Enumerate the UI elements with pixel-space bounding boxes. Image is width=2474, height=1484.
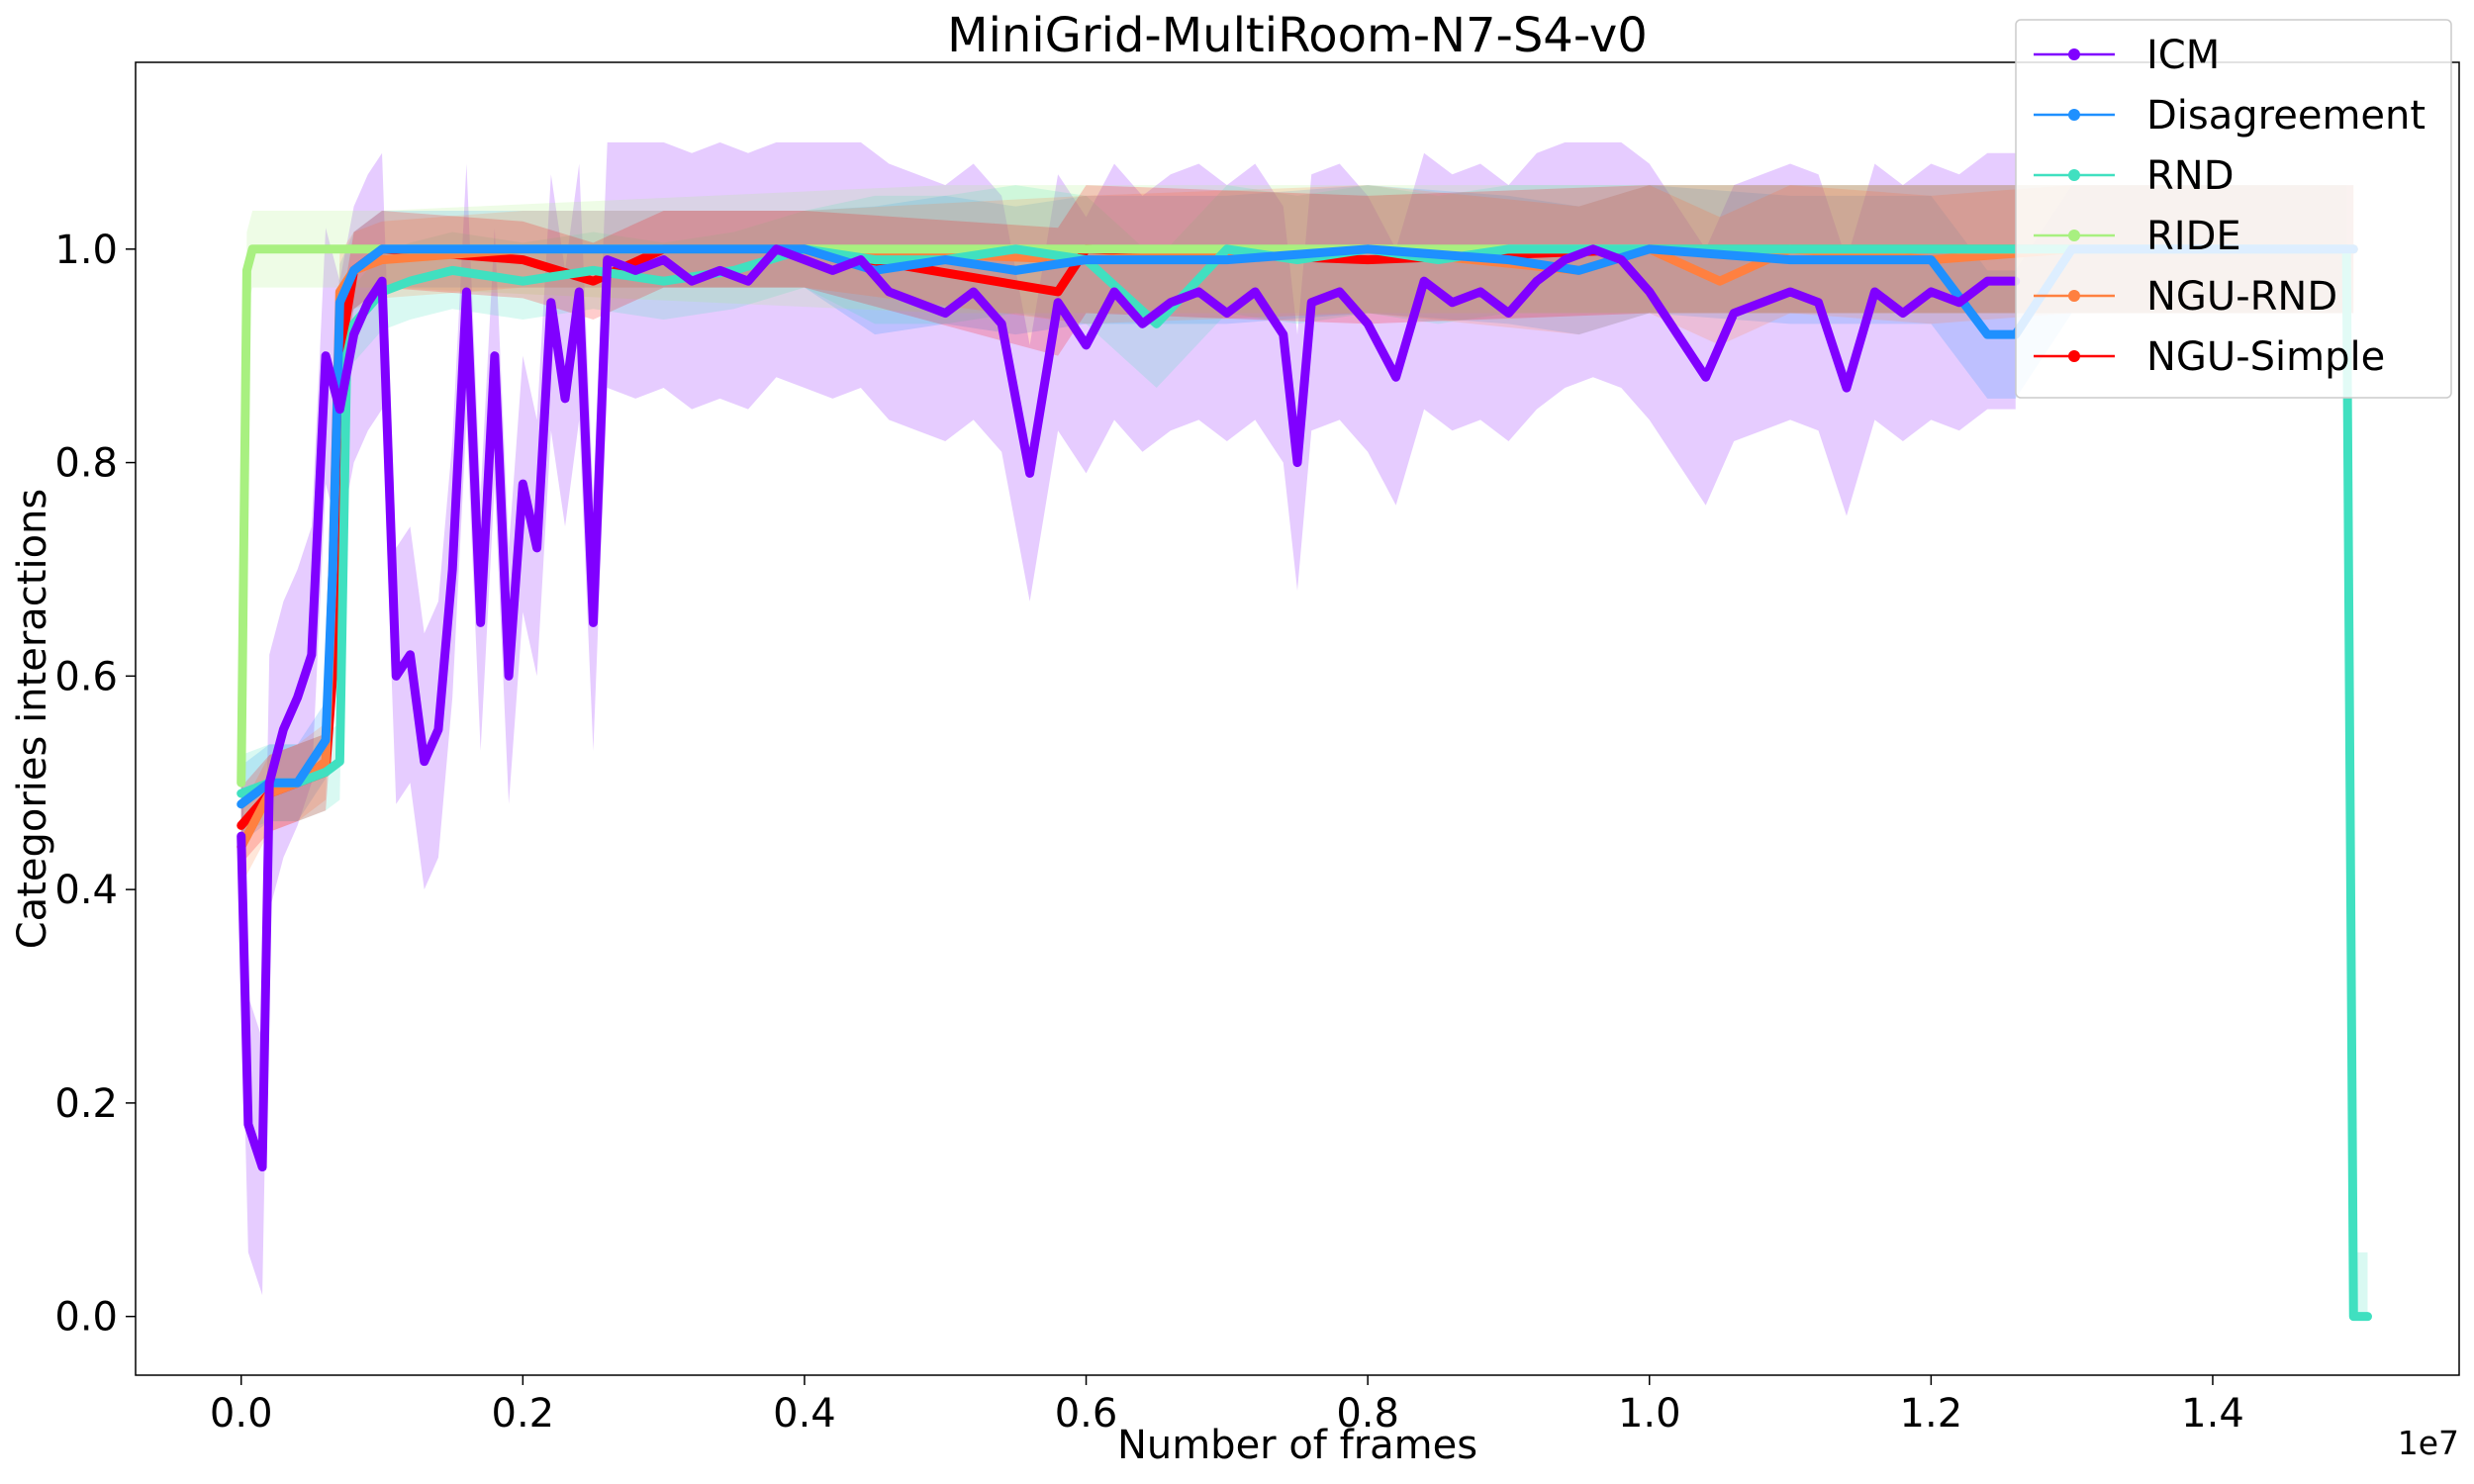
x-tick-label: 1.0 bbox=[1618, 1391, 1681, 1437]
x-axis-ticks: 0.0 0.2 0.4 0.6 0.8 1.0 1.2 1.4 bbox=[210, 1375, 2244, 1437]
x-tick-label: 1.4 bbox=[2181, 1391, 2244, 1437]
legend-swatch-marker bbox=[2068, 230, 2080, 241]
x-axis-offset: 1e7 bbox=[2398, 1424, 2459, 1462]
legend: ICM Disagreement RND RIDE NGU-RND NGU-Simple bbox=[2015, 19, 2452, 399]
y-tick-label: 0.2 bbox=[54, 1081, 118, 1127]
y-tick-label: 0.4 bbox=[54, 868, 118, 913]
y-tick-label: 1.0 bbox=[54, 228, 118, 273]
legend-swatch-marker bbox=[2068, 109, 2080, 121]
x-tick-label: 0.8 bbox=[1336, 1391, 1399, 1437]
series-lines bbox=[237, 244, 2373, 1322]
x-axis-label: Number of frames bbox=[1117, 1423, 1477, 1468]
x-tick-label: 0.4 bbox=[773, 1391, 836, 1437]
x-tick-label: 0.2 bbox=[492, 1391, 555, 1437]
legend-label: RND bbox=[2146, 153, 2235, 199]
legend-swatch-marker bbox=[2068, 290, 2080, 302]
y-axis-label: Categories interactions bbox=[10, 489, 55, 950]
series-line bbox=[237, 244, 2358, 809]
y-tick-label: 0.6 bbox=[54, 654, 118, 699]
legend-label: Disagreement bbox=[2146, 93, 2426, 139]
x-tick-label: 1.2 bbox=[1900, 1391, 1963, 1437]
y-axis-ticks: 0.0 0.2 0.4 0.6 0.8 1.0 bbox=[54, 228, 136, 1341]
legend-label: ICM bbox=[2146, 33, 2220, 78]
y-tick-label: 0.0 bbox=[54, 1295, 118, 1341]
legend-label: NGU-RND bbox=[2146, 274, 2337, 320]
legend-swatch-marker bbox=[2068, 350, 2080, 362]
plot-frame bbox=[135, 61, 2460, 1376]
chart-title: MiniGrid-MultiRoom-N7-S4-v0 bbox=[947, 8, 1648, 63]
legend-swatch-marker bbox=[2068, 48, 2080, 60]
legend-label: NGU-Simple bbox=[2146, 334, 2385, 380]
legend-swatch-marker bbox=[2068, 169, 2080, 181]
legend-label: RIDE bbox=[2146, 214, 2241, 259]
legend-box bbox=[2015, 19, 2452, 399]
y-tick-label: 0.8 bbox=[54, 441, 118, 487]
series-line bbox=[237, 244, 2021, 1172]
x-tick-label: 0.0 bbox=[210, 1391, 273, 1437]
x-tick-label: 0.6 bbox=[1055, 1391, 1118, 1437]
